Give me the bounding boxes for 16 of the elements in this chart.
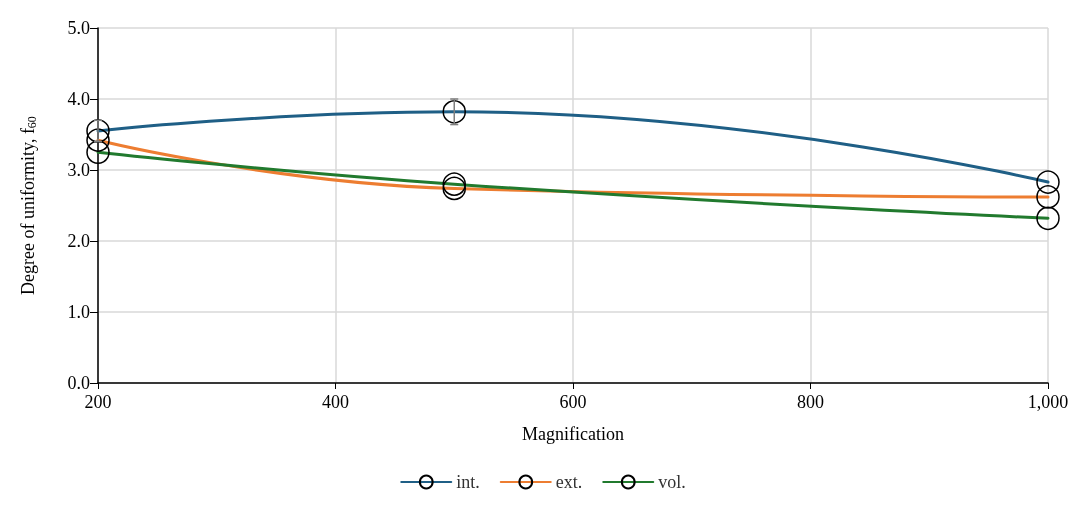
x-tick-label: 1,000	[1027, 392, 1069, 412]
y-tick-label: 0.0	[67, 373, 90, 393]
legend-label: int.	[456, 472, 480, 492]
y-tick-label: 2.0	[67, 231, 90, 251]
y-tick-label: 1.0	[67, 302, 90, 322]
y-tick-label: 3.0	[67, 160, 90, 180]
x-tick-label: 200	[84, 392, 112, 412]
y-tick-label: 4.0	[67, 89, 90, 109]
legend-label: vol.	[658, 472, 686, 492]
x-axis-title: Magnification	[522, 424, 624, 444]
x-tick-label: 400	[322, 392, 349, 412]
y-axis-title: Degree of uniformity, f60	[18, 116, 39, 295]
legend-label: ext.	[555, 472, 583, 492]
x-tick-label: 800	[797, 392, 824, 412]
x-tick-label: 600	[559, 392, 587, 412]
y-tick-label: 5.0	[67, 18, 90, 38]
